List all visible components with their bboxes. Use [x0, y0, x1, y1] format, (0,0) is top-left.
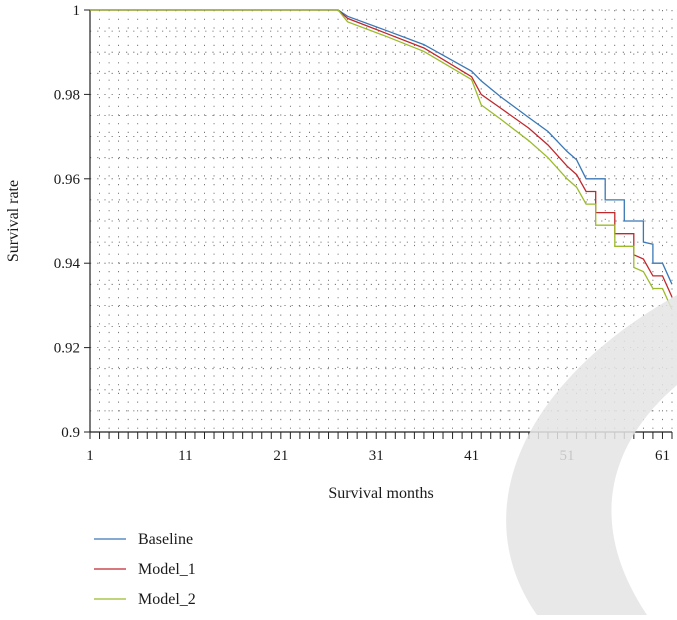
- y-tick-label: 0.94: [54, 256, 81, 272]
- series-lines: [90, 9, 673, 310]
- axes: [84, 9, 673, 439]
- x-tick-label: 1: [86, 448, 94, 464]
- series-line-baseline: [90, 9, 673, 285]
- x-tick-label: 61: [655, 448, 670, 464]
- legend-label-baseline: Baseline: [138, 531, 193, 548]
- y-tick-label: 0.98: [54, 87, 80, 103]
- x-tick-label: 21: [273, 448, 288, 464]
- series-line-model-1: [90, 9, 673, 298]
- grid: [90, 9, 673, 432]
- legend-label-model-1: Model_1: [138, 561, 196, 578]
- tick-labels: 1 11 21 31 41 51 610.90.920.940.960.981: [54, 3, 670, 464]
- y-tick-label: 0.92: [54, 341, 80, 357]
- series-line-model-2: [90, 9, 673, 310]
- legend: Baseline Model_1 Model_2: [94, 531, 196, 608]
- legend-label-model-2: Model_2: [138, 591, 196, 608]
- y-axis-title: Survival rate: [5, 180, 22, 262]
- y-tick-label: 1: [73, 3, 81, 19]
- y-tick-label: 0.9: [61, 425, 80, 441]
- x-tick-label: 11: [178, 448, 192, 464]
- x-tick-label: 31: [369, 448, 384, 464]
- x-tick-label: 51: [560, 448, 575, 464]
- y-tick-label: 0.96: [54, 172, 81, 188]
- x-axis-title: Survival months: [328, 485, 433, 502]
- x-tick-label: 41: [464, 448, 479, 464]
